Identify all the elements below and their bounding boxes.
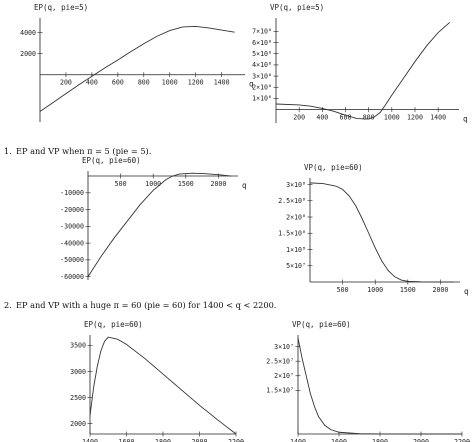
caption-2-number: 2.	[4, 300, 12, 310]
chart-title: VP(q, pie=60)	[292, 320, 351, 329]
x-tick-label: 400	[86, 79, 98, 87]
y-tick-label: 3×10⁶	[252, 72, 272, 80]
x-tick-label: 1000	[367, 286, 383, 294]
y-tick-label: 6×10⁶	[252, 39, 272, 47]
x-axis-label: q	[464, 287, 469, 296]
x-axis-label: q	[242, 181, 247, 190]
y-tick-label: 3000	[70, 368, 86, 376]
chart-title: EP(q, pie=60)	[82, 156, 141, 165]
caption-2-text: EP and VP with a huge π = 60 (pie = 60) …	[16, 300, 277, 310]
caption-2: 2. EP and VP with a huge π = 60 (pie = 60…	[4, 300, 276, 310]
y-tick-label: 2×10⁸	[286, 213, 306, 221]
x-tick-label: 1000	[145, 180, 161, 188]
chart-vp-pie60-zoom: VP(q, pie=60) 1400 1600 1800 2000 2200 1.5×10⁷…	[266, 320, 471, 442]
chart-ep-pie5: EP(q, pie=5) 200 400 600 800 1000 1200 1400 2000…	[20, 3, 254, 122]
x-tick-label: 500	[337, 286, 349, 294]
y-tick-label: 7×10⁶	[252, 28, 272, 36]
x-tick-label: 200	[60, 79, 72, 87]
x-tick-label: 1500	[400, 286, 416, 294]
y-tick-label: 2000	[20, 50, 36, 58]
x-tick-label: 1200	[407, 114, 423, 122]
chart-title: VP(q, pie=5)	[270, 3, 324, 12]
chart-title: VP(q, pie=60)	[304, 163, 363, 172]
x-tick-label: 400	[316, 114, 328, 122]
caption-1-number: 1.	[4, 146, 12, 156]
chart-vp-pie5: VP(q, pie=5) 200 400 600 800 1000 1200 1400 1×10…	[252, 3, 468, 124]
y-tick-label: 3500	[70, 342, 86, 350]
x-tick-label: 1800	[155, 438, 171, 442]
x-tick-label: 1400	[290, 438, 306, 442]
y-tick-label: -10000	[60, 189, 84, 197]
chart-ep-pie60-zoom: EP(q, pie=60) 1400 1600 1800 2000 2200 2000 250…	[70, 320, 245, 442]
x-tick-label: 1600	[119, 438, 135, 442]
y-tick-label: -20000	[60, 206, 84, 214]
y-tick-label: 2.5×10⁷	[266, 358, 294, 366]
y-tick-label: 2500	[70, 394, 86, 402]
x-tick-label: 1400	[214, 79, 230, 87]
x-tick-label: 2000	[210, 180, 226, 188]
y-tick-label: 2000	[70, 420, 86, 428]
caption-1: 1. EP and VP when π = 5 (pie = 5).	[4, 146, 151, 156]
x-axis-label: q	[463, 115, 468, 124]
series-line	[297, 337, 462, 435]
y-tick-label: 5×10⁶	[252, 50, 272, 58]
x-tick-label: 600	[340, 114, 352, 122]
y-tick-label: -30000	[60, 223, 84, 231]
y-tick-label: -50000	[60, 256, 84, 264]
series-line	[275, 22, 451, 120]
y-tick-label: 1.5×10⁸	[278, 230, 306, 238]
y-tick-label: 3×10⁸	[286, 181, 306, 189]
x-tick-label: 2000	[413, 438, 429, 442]
y-tick-label: 2×10⁷	[274, 372, 294, 380]
series-line	[309, 182, 454, 283]
y-tick-label: 5×10⁷	[286, 262, 306, 270]
x-tick-label: 2000	[432, 286, 448, 294]
series-line	[39, 25, 235, 112]
x-axis-label: q	[466, 439, 471, 442]
y-tick-label: -40000	[60, 239, 84, 247]
x-tick-label: 600	[112, 79, 124, 87]
y-tick-label: 1.5×10⁷	[266, 387, 294, 395]
chart-title: EP(q, pie=60)	[84, 320, 143, 329]
x-tick-label: 1400	[430, 114, 446, 122]
x-tick-label: 800	[363, 114, 375, 122]
x-tick-label: 2200	[228, 438, 244, 442]
chart-ep-pie60: EP(q, pie=60) 500 1000 1500 2000 -10000 -20000…	[60, 156, 246, 281]
y-tick-label: 3×10⁷	[274, 343, 294, 351]
x-tick-label: 1600	[331, 438, 347, 442]
x-axis-label: q	[240, 439, 245, 442]
x-tick-label: 1800	[372, 438, 388, 442]
chart-title: EP(q, pie=5)	[34, 3, 88, 12]
x-tick-label: 2200	[454, 438, 470, 442]
x-tick-label: 1400	[82, 438, 98, 442]
x-tick-label: 2000	[192, 438, 208, 442]
x-tick-label: 1000	[162, 79, 178, 87]
series-line	[89, 336, 237, 435]
series-line	[87, 172, 232, 277]
x-tick-label: 1500	[178, 180, 194, 188]
y-tick-label: 2.5×10⁸	[278, 197, 306, 205]
x-tick-label: 200	[293, 114, 305, 122]
y-tick-label: 2×10⁶	[252, 84, 272, 92]
y-tick-label: 1×10⁶	[252, 95, 272, 103]
x-tick-label: 1200	[188, 79, 204, 87]
x-tick-label: 500	[115, 180, 127, 188]
y-tick-label: 1×10⁸	[286, 246, 306, 254]
caption-1-text: EP and VP when π = 5 (pie = 5).	[16, 146, 152, 156]
y-tick-label: 4000	[20, 29, 36, 37]
y-tick-label: -60000	[60, 273, 84, 281]
chart-vp-pie60: VP(q, pie=60) 500 1000 1500 2000 5×10⁷ 1×10⁸ 1.…	[278, 163, 468, 296]
x-tick-label: 800	[138, 79, 150, 87]
x-tick-label: 1000	[384, 114, 400, 122]
y-tick-label: 4×10⁶	[252, 61, 272, 69]
x-axis-label: q	[249, 80, 254, 89]
